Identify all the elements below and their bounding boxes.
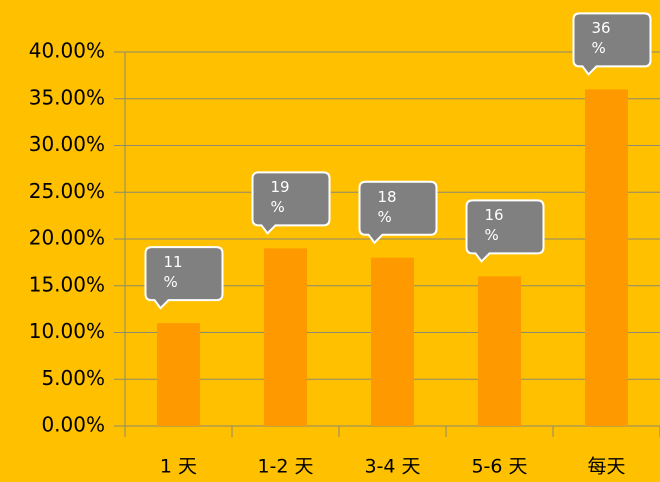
data-label: 19 % bbox=[270, 178, 290, 217]
y-tick-label: 20.00% bbox=[29, 226, 105, 250]
x-tick-label: 1-2 天 bbox=[257, 456, 313, 478]
y-tick-label: 40.00% bbox=[29, 39, 105, 63]
x-tick-label: 1 天 bbox=[160, 456, 197, 478]
callout-box bbox=[144, 246, 224, 310]
y-tick-label: 35.00% bbox=[29, 85, 105, 109]
bar bbox=[371, 257, 414, 426]
y-tick-label: 10.00% bbox=[29, 319, 105, 343]
data-label-box: 19 % bbox=[270, 178, 290, 217]
callout-box bbox=[358, 180, 438, 245]
callout-box bbox=[251, 171, 331, 235]
data-label-box: 16 % bbox=[484, 206, 504, 245]
callout-box bbox=[572, 12, 652, 76]
x-tick-label: 每天 bbox=[587, 456, 625, 478]
y-tick-label: 0.00% bbox=[41, 413, 105, 437]
data-label-box: 18 % bbox=[377, 187, 397, 226]
x-tick-label: 5-6 天 bbox=[471, 456, 527, 478]
y-tick-label: 30.00% bbox=[29, 132, 105, 156]
callout-box bbox=[465, 199, 545, 263]
data-label: 16 % bbox=[484, 206, 504, 245]
data-label: 11 % bbox=[163, 253, 183, 292]
bar bbox=[585, 89, 628, 427]
x-tick-label: 3-4 天 bbox=[364, 456, 420, 478]
y-tick-label: 15.00% bbox=[29, 272, 105, 296]
data-label-box: 36 % bbox=[591, 19, 611, 58]
y-tick-label: 5.00% bbox=[41, 366, 105, 390]
bar bbox=[264, 248, 307, 426]
data-label-box: 11 % bbox=[163, 253, 183, 292]
bar bbox=[157, 323, 200, 426]
bar bbox=[478, 276, 521, 426]
y-tick-label: 25.00% bbox=[29, 179, 105, 203]
data-label: 18 % bbox=[377, 187, 397, 226]
data-label: 36 % bbox=[591, 19, 611, 58]
